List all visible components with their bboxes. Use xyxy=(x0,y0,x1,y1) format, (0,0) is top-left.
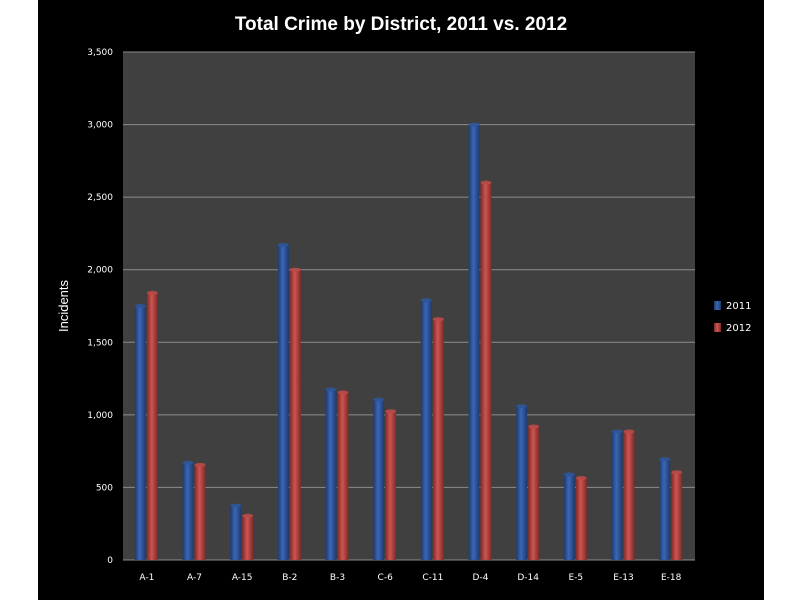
bar-cap xyxy=(563,472,575,477)
bar-cap xyxy=(289,267,301,272)
x-tick-label: D-14 xyxy=(517,573,539,583)
bar-2012-E-18 xyxy=(671,472,683,560)
bar-cap xyxy=(420,298,432,303)
bar-cap xyxy=(146,290,158,295)
x-tick-label: C-11 xyxy=(422,573,443,583)
bar-cap xyxy=(468,122,480,127)
bar-cap xyxy=(325,387,337,392)
bar-2012-A-7 xyxy=(194,464,206,560)
bar-cap xyxy=(373,397,385,402)
bar-2011-A-1 xyxy=(134,306,146,560)
bar-cap xyxy=(659,457,671,462)
bar-cap xyxy=(337,390,349,395)
bar-2011-C-11 xyxy=(420,300,432,560)
bar-2012-C-6 xyxy=(385,411,397,560)
x-tick-label: D-4 xyxy=(473,573,489,583)
bar-cap xyxy=(432,317,444,322)
y-tick-label: 2,000 xyxy=(87,266,113,276)
x-tick-label: E-18 xyxy=(661,573,682,583)
legend-label: 2011 xyxy=(726,301,751,312)
x-tick-label: E-5 xyxy=(568,573,583,583)
bar-2012-B-3 xyxy=(337,392,349,560)
bar-2012-D-14 xyxy=(528,426,540,560)
bar-cap xyxy=(611,429,623,434)
bar-2012-A-1 xyxy=(146,292,158,560)
bar-2012-B-2 xyxy=(289,269,301,560)
bar-cap xyxy=(516,404,528,409)
x-tick-label: A-15 xyxy=(232,573,253,583)
legend-swatch xyxy=(714,323,721,332)
bar-cap xyxy=(242,513,254,518)
chart-title: Total Crime by District, 2011 vs. 2012 xyxy=(234,14,568,35)
y-axis-title: Incidents xyxy=(56,279,71,332)
bar-cap xyxy=(385,409,397,414)
bar-2011-E-5 xyxy=(563,474,575,560)
x-tick-label: E-13 xyxy=(613,573,633,583)
bar-2011-A-15 xyxy=(230,505,242,560)
y-tick-label: 500 xyxy=(96,483,113,493)
bar-cap xyxy=(671,470,683,475)
y-tick-label: 3,000 xyxy=(87,121,113,131)
legend-label: 2012 xyxy=(726,323,751,334)
bar-cap xyxy=(575,475,587,480)
y-tick-label: 0 xyxy=(107,556,113,566)
chart-slide: Total Crime by District, 2011 vs. 2012 0… xyxy=(38,0,764,600)
bar-2011-B-3 xyxy=(325,389,337,560)
bar-2011-B-2 xyxy=(277,245,289,561)
bar-2012-E-5 xyxy=(575,477,587,560)
x-tick-label: A-1 xyxy=(139,573,154,583)
bars xyxy=(134,122,683,561)
y-tick-labels: 0 500 1,000 1,500 2,000 2,500 3,000 3,500 xyxy=(87,48,113,566)
bar-2011-E-13 xyxy=(611,431,623,560)
bar-2012-D-4 xyxy=(480,182,492,560)
legend-swatch xyxy=(714,301,721,310)
bar-2012-E-13 xyxy=(623,431,635,560)
bar-cap xyxy=(182,460,194,465)
bar-2012-A-15 xyxy=(242,515,254,560)
y-tick-label: 1,500 xyxy=(87,338,113,348)
x-tick-label: B-2 xyxy=(282,573,297,583)
y-tick-label: 2,500 xyxy=(87,193,113,203)
x-tick-labels: A-1 A-7 A-15 B-2 B-3 C-6 C-11 D-4 D-14 E-5 E-13 E-1… xyxy=(139,573,681,583)
x-tick-label: B-3 xyxy=(330,573,345,583)
bar-cap xyxy=(134,304,146,308)
bar-2011-A-7 xyxy=(182,462,194,560)
bar-cap xyxy=(623,429,635,434)
bar-2011-E-18 xyxy=(659,459,671,560)
bar-cap xyxy=(194,462,206,467)
bar-cap xyxy=(480,180,492,185)
bar-2011-C-6 xyxy=(373,399,385,560)
y-tick-label: 1,000 xyxy=(87,411,113,421)
bar-cap xyxy=(528,424,540,429)
bar-2012-C-11 xyxy=(432,319,444,560)
bar-cap xyxy=(230,503,242,508)
gridlines xyxy=(123,51,695,561)
bar-2011-D-14 xyxy=(516,406,528,560)
y-tick-label: 3,500 xyxy=(87,48,113,58)
bar-cap xyxy=(277,243,289,248)
legend: 2011 2012 xyxy=(714,301,751,334)
plot-area xyxy=(123,52,695,560)
x-tick-label: A-7 xyxy=(187,573,202,583)
bar-2011-D-4 xyxy=(468,124,480,561)
x-tick-label: C-6 xyxy=(378,573,394,583)
